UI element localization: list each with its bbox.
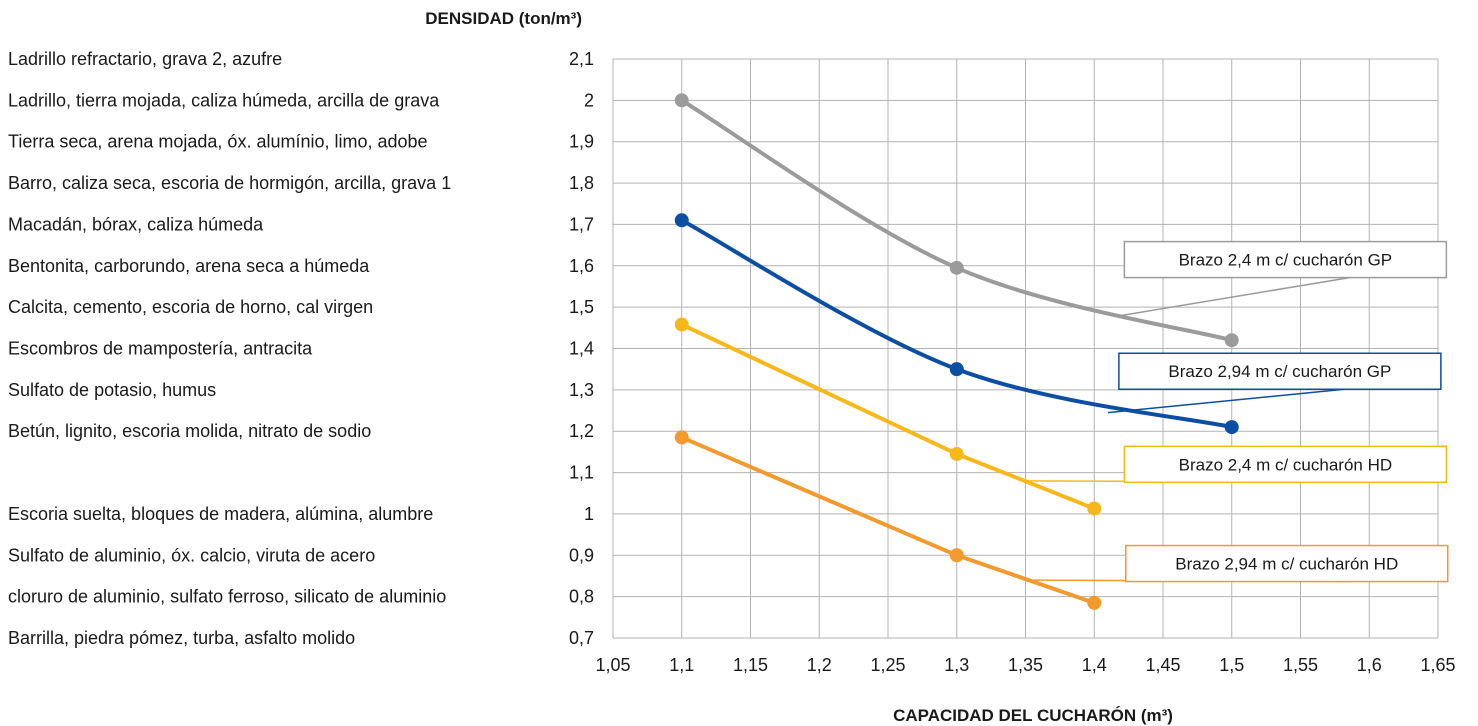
x-tick-label: 1,65 [1420,655,1455,675]
legend-leader-line [1121,276,1350,317]
y-tick-label: 0,7 [569,628,594,648]
y-tick-label: 2 [584,90,594,110]
x-tick-label: 1,45 [1145,655,1180,675]
x-axis-title: CAPACIDAD DEL CUCHARÓN (m³) [893,706,1173,725]
y-tick-label: 1,2 [569,421,594,441]
y-tick-labels: 2,1 2 1,9 1,8 1,7 1,6 1,5 1,4 1,3 1,2 1,1 1 0,9 0,8 0,… [569,49,594,648]
data-point [949,260,964,275]
material-label: Barrilla, piedra pómez, turba, asfalto m… [8,628,355,648]
y-tick-label: 1,4 [569,339,594,359]
x-tick-label: 1,35 [1008,655,1043,675]
material-label: Ladrillo refractario, grava 2, azufre [8,49,282,69]
legend-box [1118,352,1442,390]
y-tick-label: 1,8 [569,173,594,193]
y-tick-label: 1,9 [569,132,594,152]
y-tick-label: 1,5 [569,297,594,317]
y-axis-title: DENSIDAD (ton/m³) [425,9,582,28]
x-tick-label: 1,05 [595,655,630,675]
material-label: Sulfato de potasio, humus [8,380,216,400]
material-label: Tierra seca, arena mojada, óx. alumínio,… [8,132,428,152]
material-label: Macadán, bórax, caliza húmeda [8,214,264,234]
data-point [1087,501,1102,516]
x-tick-label: 1,3 [944,655,969,675]
data-point [674,430,689,445]
material-label: Sulfato de aluminio, óx. calcio, viruta … [8,545,375,565]
material-label: cloruro de aluminio, sulfato ferroso, si… [8,587,446,607]
data-point [949,548,964,563]
legend-box [1123,445,1448,484]
data-point [949,446,964,461]
legend-box [1123,240,1448,279]
grid [612,58,1439,639]
y-tick-label: 1,1 [569,463,594,483]
x-tick-labels: 1,05 1,1 1,15 1,2 1,25 1,3 1,35 1,4 1,45 1,5 1,55 1… [595,655,1455,675]
legend-callouts: Brazo 2,4 m c/ cucharón GP Brazo 2,94 m c… [1025,240,1449,583]
x-tick-label: 1,4 [1082,655,1107,675]
series-lines [674,93,1239,610]
data-point [949,362,964,377]
x-tick-label: 1,5 [1219,655,1244,675]
x-tick-label: 1,2 [807,655,832,675]
data-point [674,93,689,108]
y-tick-label: 1,7 [569,214,594,234]
y-tick-label: 0,9 [569,545,594,565]
y-tick-label: 2,1 [569,49,594,69]
material-label: Escombros de mampostería, antracita [8,339,313,359]
x-tick-label: 1,6 [1357,655,1382,675]
material-label: Betún, lignito, escoria molida, nitrato … [8,421,371,441]
material-label: Barro, caliza seca, escoria de hormigón,… [8,173,451,193]
x-tick-label: 1,15 [733,655,768,675]
legend-label: Brazo 2,4 m c/ cucharón HD [1179,455,1393,474]
material-label: Escoria suelta, bloques de madera, alúmi… [8,504,433,524]
data-point [1087,595,1102,610]
legend-leader-line [1107,388,1345,414]
y-tick-label: 0,8 [569,587,594,607]
legend-label: Brazo 2,94 m c/ cucharón GP [1168,362,1391,381]
material-label: Ladrillo, tierra mojada, caliza húmeda, … [8,90,440,110]
data-point [1224,420,1239,435]
y-tick-label: 1,3 [569,380,594,400]
data-point [1224,333,1239,348]
material-label: Calcita, cemento, escoria de horno, cal … [8,297,373,317]
data-point [674,213,689,228]
legend-label: Brazo 2,4 m c/ cucharón GP [1179,251,1393,270]
y-tick-label: 1,6 [569,256,594,276]
x-tick-label: 1,1 [669,655,694,675]
data-point [674,317,689,332]
legend-label: Brazo 2,94 m c/ cucharón HD [1175,555,1398,574]
material-labels: Ladrillo refractario, grava 2, azufre Lad… [8,49,451,648]
y-tick-label: 1 [584,504,594,524]
material-label: Bentonita, carborundo, arena seca a húme… [8,256,370,276]
x-tick-label: 1,25 [870,655,905,675]
legend-box [1125,544,1449,583]
x-tick-label: 1,55 [1283,655,1318,675]
